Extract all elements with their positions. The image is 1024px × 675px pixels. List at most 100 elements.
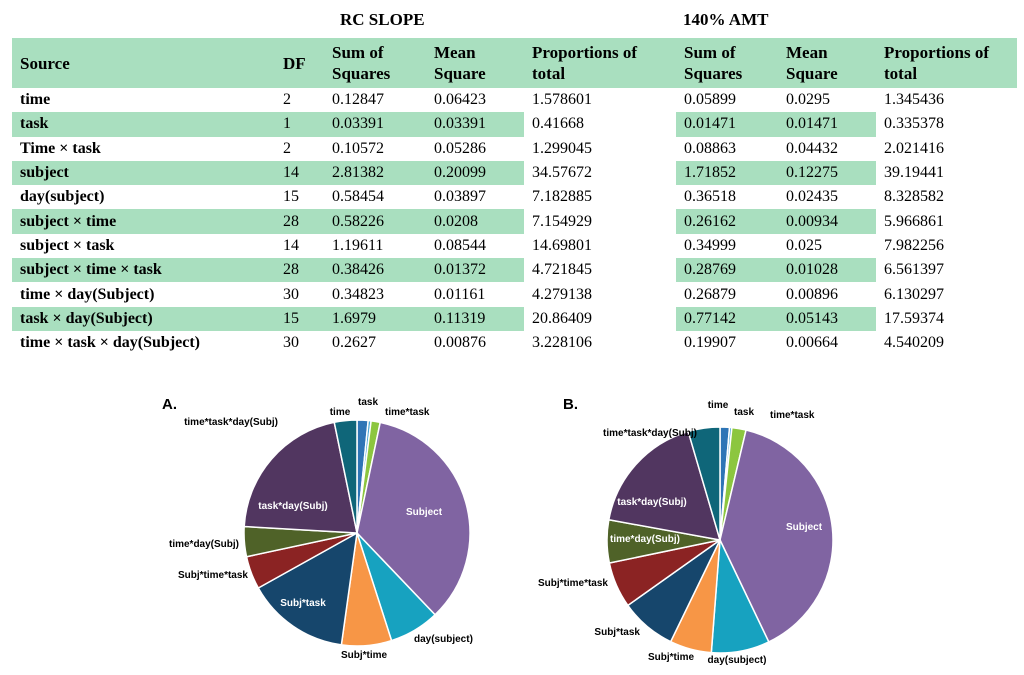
cell-ms1: 0.05286 (434, 139, 486, 157)
cell-p2: 2.021416 (884, 139, 944, 157)
cell-ss2: 1.71852 (676, 160, 778, 186)
header-ms-amt: Mean Square (778, 38, 876, 88)
header-ms-rc: Mean Square (426, 38, 524, 88)
table-row: task × day(Subject) 15 1.6979 0.11319 20.864… (12, 306, 1017, 331)
table-row: time × day(Subject) 30 0.34823 0.01161 4.279… (12, 282, 1017, 306)
table-row: time 2 0.12847 0.06423 1.578601 0.05899 0.0295… (12, 88, 1017, 112)
slice-label: Subject (406, 507, 443, 518)
cell-df: 28 (275, 209, 324, 234)
cell-ss2: 0.34999 (684, 236, 736, 254)
slice-label: task*day(Subj) (617, 497, 686, 508)
cell-df: 14 (283, 236, 299, 254)
cell-ss1: 0.34823 (332, 285, 384, 303)
cell-gap (644, 112, 676, 136)
header-gap (644, 38, 676, 88)
slice-label: day(subject) (708, 655, 767, 666)
cell-ms1: 0.06423 (434, 91, 486, 109)
cell-ms2: 0.04432 (786, 139, 838, 157)
cell-p1: 7.182885 (532, 188, 592, 206)
cell-ms2: 0.00934 (778, 209, 876, 234)
cell-ss2: 0.01471 (676, 112, 778, 137)
cell-p1: 4.279138 (532, 285, 592, 303)
cell-p1: 20.86409 (532, 309, 592, 327)
slice-label: time*task (385, 407, 430, 418)
cell-ms2: 0.01471 (778, 112, 876, 137)
cell-p2: 1.345436 (884, 91, 944, 109)
pie-slice (607, 430, 722, 541)
pie-slice (719, 429, 834, 643)
cell-ss1: 0.58454 (332, 188, 384, 206)
slice-label: Subj*time (341, 650, 388, 661)
cell-ss2: 0.19907 (684, 334, 736, 352)
slice-label: Subj*task (280, 598, 326, 609)
slice-label: task (358, 397, 378, 408)
cell-p2: 6.561397 (884, 261, 944, 279)
cell-ss1: 1.6979 (324, 306, 426, 331)
cell-ss1: 0.12847 (332, 91, 384, 109)
slice-label: time*day(Subj) (610, 534, 680, 545)
slice-label: time (330, 407, 351, 418)
slice-label: time*task*day(Subj) (184, 417, 278, 428)
cell-df: 2 (283, 139, 291, 157)
cell-ms2: 0.05143 (778, 306, 876, 331)
cell-ss1: 0.58226 (324, 209, 426, 234)
slice-label: task*day(Subj) (258, 501, 327, 512)
cell-ms1: 0.03897 (434, 188, 486, 206)
cell-ms1: 0.08544 (434, 236, 486, 254)
cell-ms1: 0.03391 (426, 112, 524, 137)
cell-df: 15 (283, 188, 299, 206)
cell-p2: 5.966861 (884, 212, 944, 230)
slice-label: time*day(Subj) (169, 539, 239, 550)
table-row: subject × time 28 0.58226 0.0208 7.154929 0.2… (12, 209, 1017, 234)
cell-source: subject × time × task (12, 258, 275, 283)
cell-p1: 7.154929 (532, 212, 592, 230)
cell-gap (644, 307, 676, 331)
cell-source: task × day(Subject) (12, 306, 275, 331)
cell-gap (644, 331, 676, 355)
table-row: subject 14 2.81382 0.20099 34.57672 1.71852 0.… (12, 160, 1017, 186)
cell-source: subject (12, 160, 275, 186)
anova-table: Source DF Sum of Squares Mean Square Pro… (12, 38, 1017, 355)
cell-p1: 0.41668 (532, 115, 584, 133)
cell-df: 30 (283, 285, 299, 303)
cell-p2: 39.19441 (884, 164, 944, 182)
table-row: task 1 0.03391 0.03391 0.41668 0.01471 0.01471… (12, 112, 1017, 137)
pie-slice (356, 421, 471, 616)
cell-ss2: 0.26162 (676, 209, 778, 234)
cell-gap (644, 185, 676, 209)
slice-label: day(subject) (414, 634, 473, 645)
pie-chart-b: B. time task time*task Subject day(subject) Su… (538, 396, 834, 666)
cell-ss2: 0.05899 (684, 91, 736, 109)
slice-label: Subj*time*task (178, 570, 248, 581)
cell-ss1: 0.38426 (324, 258, 426, 283)
cell-source: day(subject) (20, 188, 105, 206)
slice-label: Subj*time (648, 652, 695, 663)
cell-gap (644, 282, 676, 306)
header-source: Source (12, 38, 275, 88)
header-df: DF (275, 38, 324, 88)
cell-p1: 14.69801 (532, 236, 592, 254)
cell-ms1: 0.0208 (426, 209, 524, 234)
cell-ms1: 0.00876 (434, 334, 486, 352)
group-title-140-amt: 140% AMT (683, 10, 769, 29)
cell-p2: 0.335378 (884, 115, 944, 133)
pie-slice (257, 531, 358, 646)
slice-label: time*task (770, 410, 815, 421)
table-row: Time × task 2 0.10572 0.05286 1.299045 0.0886… (12, 137, 1017, 161)
slice-label: time (708, 400, 729, 411)
cell-ss2: 0.08863 (684, 139, 736, 157)
pie-slice (687, 426, 721, 541)
cell-p1: 1.299045 (532, 139, 592, 157)
cell-source: task (12, 112, 275, 137)
panel-label: A. (162, 396, 177, 413)
pie-slice (243, 421, 358, 534)
cell-ms2: 0.12275 (778, 160, 876, 186)
cell-p1: 1.578601 (532, 91, 592, 109)
slice-label: time*task*day(Subj) (603, 428, 697, 439)
cell-ms2: 0.01028 (778, 258, 876, 283)
cell-source: time × day(Subject) (20, 285, 155, 303)
cell-df: 30 (283, 334, 299, 352)
slice-label: Subj*task (594, 627, 640, 638)
cell-df: 2 (283, 91, 291, 109)
cell-ms2: 0.0295 (786, 91, 830, 109)
